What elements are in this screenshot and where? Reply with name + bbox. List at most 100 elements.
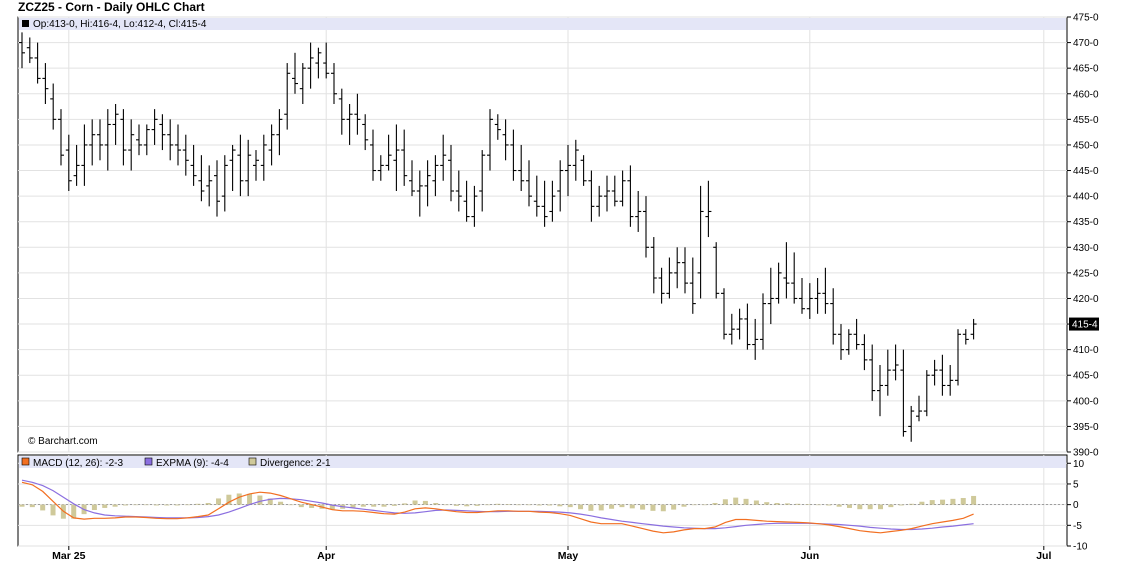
ohlc-bar [814, 278, 821, 314]
divergence-bar [40, 504, 46, 511]
divergence-bar [867, 504, 873, 510]
ohlc-bar [736, 308, 743, 340]
divergence-bar [722, 499, 728, 505]
ohlc-bar [908, 405, 915, 442]
ohlc-bar [198, 155, 205, 202]
ohlc-bar [549, 180, 556, 222]
ohlc-bar [128, 119, 135, 171]
divergence-bar [898, 504, 904, 506]
price-y-tick-label: 445-0 [1073, 166, 1099, 177]
divergence-bar [950, 498, 956, 505]
macd-y-tick-label: -5 [1073, 521, 1082, 532]
ohlc-bar [346, 104, 353, 145]
ohlc-bar [947, 365, 954, 396]
price-panel-frame [17, 16, 1068, 453]
ohlc-bar [697, 185, 704, 299]
ohlc-bar [416, 170, 423, 217]
divergence-legend: Divergence: 2-1 [260, 458, 331, 469]
ohlc-bar [635, 191, 642, 232]
ohlc-bar [206, 165, 213, 207]
last-price-marker [1069, 317, 1099, 331]
price-y-tick-label: 425-0 [1073, 268, 1099, 279]
divergence-bar [764, 502, 770, 505]
price-y-tick-label: 395-0 [1073, 422, 1099, 433]
ohlc-bar [26, 37, 33, 64]
divergence-bar [960, 498, 966, 505]
ohlc-bar [268, 124, 275, 166]
ohlc-bar [338, 88, 345, 135]
divergence-bar [609, 504, 615, 509]
divergence-bar [50, 504, 56, 516]
ohlc-bar [65, 134, 72, 191]
ohlc-bar [307, 42, 314, 89]
divergence-bar [360, 504, 366, 507]
ohlc-bar [182, 134, 189, 176]
macd-y-tick-label: -10 [1073, 542, 1088, 553]
divergence-bar [909, 503, 915, 505]
divergence-bar [557, 504, 563, 507]
divergence-bar [216, 498, 222, 505]
ohlc-bar [175, 124, 181, 166]
divergence-bar [195, 503, 201, 505]
divergence-bar [391, 504, 397, 506]
divergence-bar [474, 504, 480, 506]
price-y-tick-label: 465-0 [1073, 64, 1099, 75]
ohlc-bar [877, 365, 883, 417]
ohlc-bar [892, 344, 899, 381]
divergence-bar [184, 504, 190, 506]
price-y-tick-label: 420-0 [1073, 294, 1099, 305]
divergence-bar [805, 504, 811, 505]
ohlc-bar [112, 104, 119, 145]
divergence-bar [226, 494, 232, 505]
divergence-bar [929, 500, 935, 505]
divergence-bar [164, 504, 170, 506]
ohlc-bar [502, 119, 509, 161]
macd-legend-band [19, 456, 1066, 468]
ohlc-bar [923, 370, 930, 417]
divergence-bar [878, 504, 884, 510]
ohlc-bar [432, 155, 439, 197]
ohlc-bar [611, 175, 618, 207]
ohlc-bar [666, 257, 673, 299]
divergence-bar [122, 504, 128, 506]
ohlc-bar [487, 109, 493, 171]
ohlc-bar [331, 63, 337, 104]
divergence-bar [350, 504, 356, 508]
divergence-bar [515, 504, 521, 506]
price-y-tick-label: 470-0 [1073, 38, 1099, 49]
divergence-bar [402, 503, 408, 505]
divergence-bar [702, 504, 708, 506]
expma-legend: EXPMA (9): -4-4 [156, 458, 229, 469]
price-y-tick-label: 455-0 [1073, 115, 1099, 126]
ohlc-bar [939, 354, 946, 396]
divergence-bar [174, 504, 180, 506]
ohlc-bar [970, 318, 977, 340]
price-y-tick-label: 460-0 [1073, 89, 1099, 100]
divergence-bar [578, 504, 584, 510]
ohlc-bar [682, 247, 688, 294]
ohlc-bar [143, 124, 150, 156]
divergence-bar [267, 498, 273, 505]
divergence-bar [681, 504, 687, 507]
ohlc-bar [120, 109, 127, 166]
ohlc-bar [728, 313, 735, 345]
price-y-tick-label: 435-0 [1073, 217, 1099, 228]
divergence-bar [412, 500, 418, 505]
macd-legend-swatch [21, 457, 30, 466]
ohlc-bar [214, 160, 220, 217]
ohlc-bar [370, 129, 376, 181]
price-y-tick-label: 410-0 [1073, 345, 1099, 356]
divergence-bar [940, 499, 946, 505]
ohlc-bar [533, 175, 540, 217]
divergence-bar [464, 504, 470, 507]
divergence-bar [588, 504, 594, 511]
ohlc-bar [830, 288, 837, 345]
divergence-bar [826, 504, 832, 506]
macd-legend: MACD (12, 26): -2-3 [33, 458, 123, 469]
divergence-bar [919, 501, 925, 505]
x-axis: Mar 25AprMayJunJulAug [52, 546, 1051, 562]
ohlc-bar [658, 267, 665, 304]
ohlc-bar [167, 119, 174, 161]
price-y-tick-label: 430-0 [1073, 243, 1099, 254]
divergence-bar [774, 502, 780, 505]
